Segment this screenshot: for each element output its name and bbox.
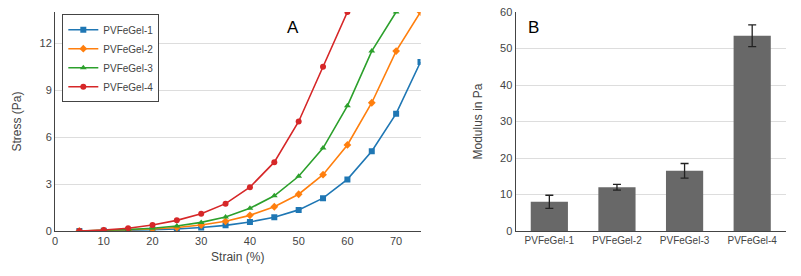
svg-text:40: 40 (244, 235, 256, 247)
svg-text:60: 60 (341, 235, 353, 247)
svg-text:0: 0 (506, 225, 512, 237)
svg-text:PVFeGel-3: PVFeGel-3 (103, 63, 153, 74)
svg-text:PVFeGel-2: PVFeGel-2 (103, 44, 153, 55)
svg-text:PVFeGel-1: PVFeGel-1 (525, 235, 575, 246)
svg-text:Modulus in Pa: Modulus in Pa (471, 83, 485, 159)
svg-text:3: 3 (46, 178, 52, 190)
svg-text:12: 12 (40, 37, 52, 49)
svg-text:40: 40 (500, 79, 512, 91)
svg-text:PVFeGel-1: PVFeGel-1 (103, 25, 153, 36)
svg-text:Strain (%): Strain (%) (211, 250, 264, 264)
svg-text:50: 50 (293, 235, 305, 247)
svg-text:70: 70 (390, 235, 402, 247)
svg-text:0: 0 (52, 235, 58, 247)
svg-text:B: B (528, 18, 539, 37)
svg-text:0: 0 (46, 225, 52, 237)
svg-text:A: A (287, 18, 299, 37)
svg-text:PVFeGel-4: PVFeGel-4 (727, 235, 777, 246)
svg-text:10: 10 (500, 188, 512, 200)
svg-text:10: 10 (98, 235, 110, 247)
svg-text:Stress (Pa): Stress (Pa) (10, 91, 24, 151)
svg-text:20: 20 (500, 152, 512, 164)
svg-text:60: 60 (500, 6, 512, 18)
svg-text:PVFeGel-3: PVFeGel-3 (660, 235, 710, 246)
svg-text:6: 6 (46, 131, 52, 143)
svg-text:50: 50 (500, 42, 512, 54)
svg-text:20: 20 (146, 235, 158, 247)
svg-text:30: 30 (500, 115, 512, 127)
svg-text:9: 9 (46, 84, 52, 96)
svg-text:PVFeGel-4: PVFeGel-4 (103, 82, 153, 93)
svg-text:PVFeGel-2: PVFeGel-2 (592, 235, 642, 246)
svg-text:30: 30 (195, 235, 207, 247)
